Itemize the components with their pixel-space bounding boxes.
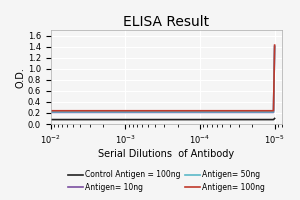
Y-axis label: O.D.: O.D.: [15, 67, 25, 88]
Antigen= 50ng: [254, 111, 257, 113]
Antigen= 10ng: [273, 45, 276, 47]
Antigen= 100ng: [254, 110, 257, 112]
Antigen= 10ng: [49, 111, 52, 114]
Control Antigen = 100ng: [262, 118, 265, 121]
Line: Antigen= 100ng: Antigen= 100ng: [51, 45, 274, 111]
Control Antigen = 100ng: [91, 118, 94, 121]
Control Antigen = 100ng: [62, 118, 66, 121]
Antigen= 10ng: [109, 111, 112, 114]
Control Antigen = 100ng: [109, 118, 112, 121]
Antigen= 50ng: [49, 111, 52, 113]
Line: Antigen= 50ng: Antigen= 50ng: [51, 47, 274, 112]
Antigen= 100ng: [58, 110, 61, 112]
Line: Antigen= 10ng: Antigen= 10ng: [51, 46, 274, 112]
Antigen= 10ng: [254, 111, 257, 114]
Antigen= 100ng: [273, 44, 276, 46]
Antigen= 10ng: [262, 111, 265, 114]
Control Antigen = 100ng: [49, 118, 52, 121]
Antigen= 100ng: [62, 110, 66, 112]
Antigen= 50ng: [109, 111, 112, 113]
Antigen= 50ng: [62, 111, 66, 113]
Antigen= 50ng: [273, 46, 276, 48]
Line: Control Antigen = 100ng: Control Antigen = 100ng: [51, 118, 274, 120]
Antigen= 10ng: [91, 111, 94, 114]
Control Antigen = 100ng: [273, 117, 276, 120]
Antigen= 10ng: [58, 111, 61, 114]
X-axis label: Serial Dilutions  of Antibody: Serial Dilutions of Antibody: [98, 149, 234, 159]
Antigen= 100ng: [49, 110, 52, 112]
Title: ELISA Result: ELISA Result: [123, 15, 209, 29]
Control Antigen = 100ng: [254, 118, 257, 121]
Antigen= 10ng: [62, 111, 66, 114]
Legend: Control Antigen = 100ng, Antigen= 10ng, Antigen= 50ng, Antigen= 100ng: Control Antigen = 100ng, Antigen= 10ng, …: [64, 167, 268, 195]
Antigen= 50ng: [262, 111, 265, 113]
Antigen= 100ng: [109, 110, 112, 112]
Antigen= 50ng: [91, 111, 94, 113]
Control Antigen = 100ng: [58, 118, 61, 121]
Antigen= 100ng: [262, 110, 265, 112]
Antigen= 100ng: [91, 110, 94, 112]
Antigen= 50ng: [58, 111, 61, 113]
